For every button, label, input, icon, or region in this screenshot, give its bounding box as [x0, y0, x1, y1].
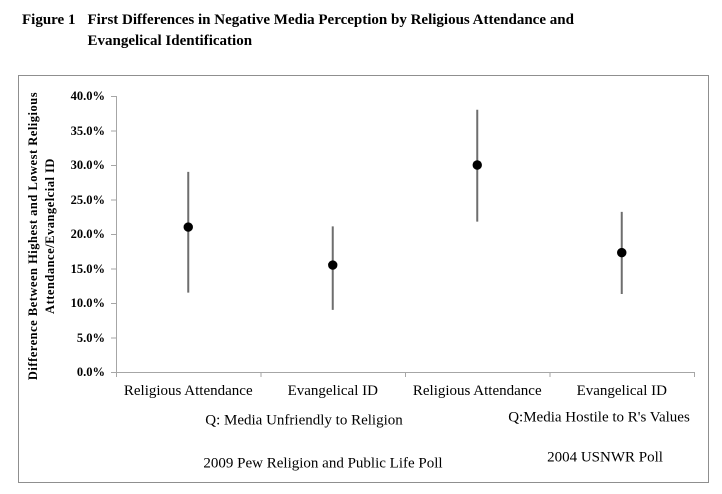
- question-annotation-pew: Q: Media Unfriendly to Religion: [205, 412, 403, 429]
- data-point-marker: [183, 222, 193, 232]
- y-tick-label: 35.0%: [70, 123, 105, 138]
- y-tick-label: 0.0%: [76, 365, 105, 379]
- x-category-label: Evangelical ID: [576, 383, 667, 399]
- y-tick-label: 15.0%: [70, 261, 105, 276]
- data-point-marker: [328, 260, 338, 270]
- figure-title-line2: Evangelical Identification: [87, 33, 253, 49]
- y-tick-label: 20.0%: [70, 227, 105, 241]
- figure-label: Figure 1: [22, 12, 76, 28]
- chart-area: Difference Between Highest and Lowest Re…: [18, 75, 709, 483]
- question-annotation-usnwr: Q:Media Hostile to R's Values: [508, 409, 690, 426]
- figure-title-line1: First Differences in Negative Media Perc…: [87, 12, 574, 28]
- plot-canvas: [111, 96, 695, 377]
- figure-title: Figure 1 First Differences in Negative M…: [22, 10, 574, 52]
- x-category-label: Religious Attendance: [412, 383, 542, 399]
- y-tick-label: 5.0%: [76, 330, 105, 345]
- y-tick-label: 40.0%: [70, 89, 105, 103]
- poll-annotation-usnwr: 2004 USNWR Poll: [547, 449, 663, 466]
- x-category-label: Religious Attendance: [123, 383, 253, 399]
- y-tick-label: 30.0%: [70, 158, 105, 172]
- poll-annotation-pew: 2009 Pew Religion and Public Life Poll: [203, 455, 443, 472]
- y-tick-label: 25.0%: [70, 192, 105, 207]
- y-tick-label: 10.0%: [70, 296, 105, 310]
- data-point-marker: [617, 247, 627, 258]
- data-point-marker: [472, 160, 482, 170]
- figure-title-text: First Differences in Negative Media Perc…: [87, 10, 573, 52]
- x-category-label: Evangelical ID: [287, 383, 378, 399]
